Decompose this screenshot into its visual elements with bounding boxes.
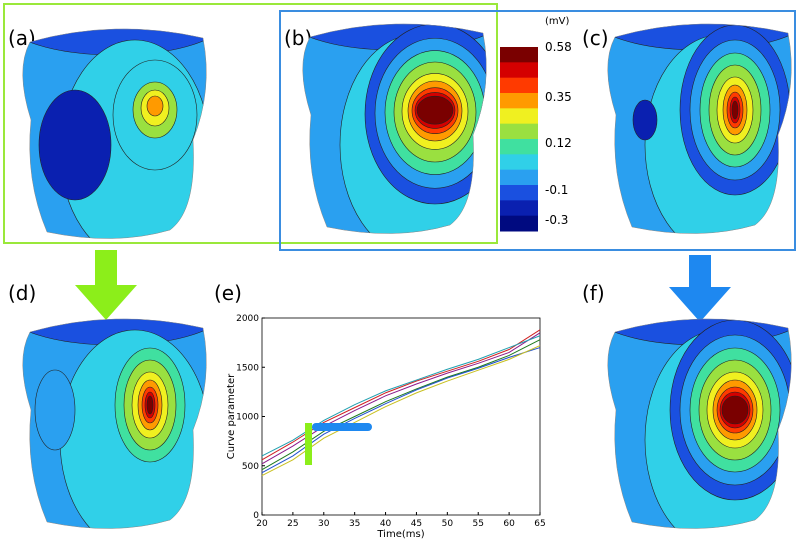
group-frame-green — [3, 3, 498, 244]
contour — [146, 95, 164, 117]
heart-map — [607, 23, 792, 234]
colorbar-band — [500, 93, 538, 109]
heart-outline — [607, 23, 792, 234]
y-tick-label: 0 — [253, 511, 259, 521]
y-tick-label: 2000 — [236, 314, 259, 324]
arrow-blue — [669, 255, 731, 322]
colorbar-band — [500, 154, 538, 171]
panel-label: (c) — [582, 26, 609, 50]
heart-outline — [22, 318, 207, 529]
colorbar-band — [500, 215, 538, 232]
colorbar-label: -0.3 — [545, 213, 568, 227]
marker-blue — [312, 423, 372, 431]
colorbar-band — [500, 47, 538, 63]
panel-label: (e) — [214, 281, 242, 305]
colorbar-band — [500, 108, 538, 125]
heart-map — [22, 318, 207, 529]
colorbar-label: -0.1 — [545, 183, 568, 197]
heart-map — [302, 23, 487, 234]
y-tick-label: 1000 — [236, 413, 259, 423]
heart-outline — [302, 23, 487, 234]
colorbar-band — [500, 62, 538, 79]
x-tick-label: 65 — [534, 519, 545, 529]
x-axis-label: Time(ms) — [376, 529, 424, 540]
colorbar-band — [500, 185, 538, 201]
marker-green — [305, 423, 312, 465]
x-tick-label: 55 — [472, 519, 483, 529]
colorbar-band — [500, 200, 538, 217]
contour — [146, 395, 154, 415]
group-frame-blue — [279, 10, 796, 251]
arrow-green — [75, 250, 137, 320]
colorbar-label: 0.58 — [545, 40, 572, 54]
x-tick-label: 60 — [503, 519, 515, 529]
colorbar-band — [500, 77, 538, 94]
contour — [38, 89, 112, 201]
heart-map — [607, 318, 792, 529]
y-tick-label: 500 — [242, 462, 259, 472]
y-tick-label: 1500 — [236, 363, 259, 373]
heart-outline — [607, 318, 792, 529]
x-tick-label: 35 — [349, 519, 360, 529]
colorbar-band — [500, 139, 538, 155]
y-axis-label: Curve parameter — [226, 373, 237, 459]
colorbar-unit: (mV) — [545, 16, 569, 27]
panel-label: (d) — [8, 281, 36, 305]
x-tick-label: 20 — [256, 519, 268, 529]
x-tick-label: 25 — [287, 519, 298, 529]
x-tick-label: 40 — [380, 519, 392, 529]
x-tick-label: 30 — [318, 519, 330, 529]
colorbar-label: 0.35 — [545, 90, 572, 104]
plot-frame — [261, 317, 541, 516]
heart-map — [22, 28, 207, 239]
heart-outline — [22, 28, 207, 239]
colorbar-band — [500, 123, 538, 140]
contour — [416, 95, 454, 125]
x-tick-label: 50 — [442, 519, 454, 529]
contour — [632, 99, 658, 141]
contour — [731, 100, 739, 120]
panel-label: (f) — [582, 281, 605, 305]
contour — [721, 395, 749, 425]
contour — [34, 369, 76, 451]
x-tick-label: 45 — [411, 519, 422, 529]
colorbar-label: 0.12 — [545, 136, 572, 150]
colorbar-band — [500, 169, 538, 186]
